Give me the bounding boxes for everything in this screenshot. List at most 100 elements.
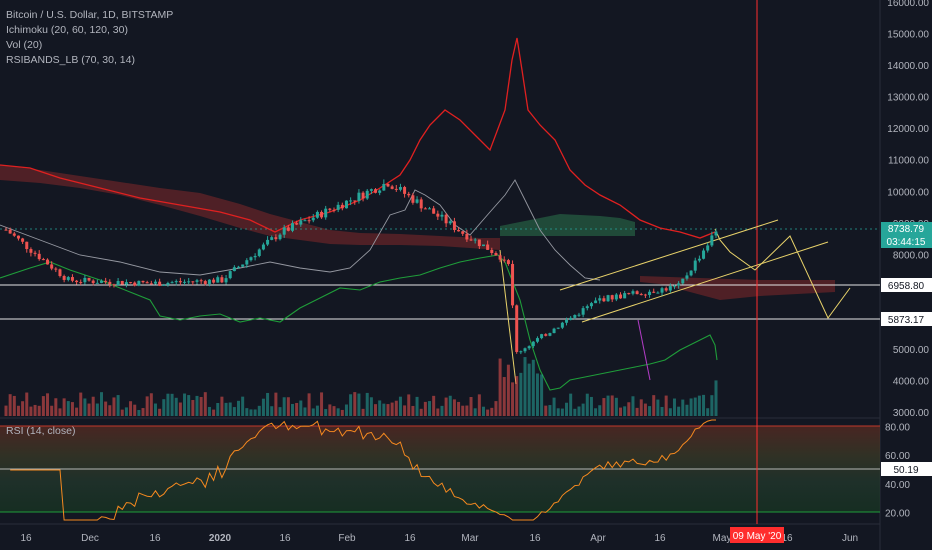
volume-bar: [108, 405, 112, 416]
candle: [266, 236, 270, 247]
volume-bar: [681, 399, 685, 416]
volume-bar: [685, 404, 689, 416]
volume-bar: [25, 392, 29, 416]
candle: [332, 207, 336, 213]
volume-bar: [183, 393, 187, 416]
candle: [50, 261, 54, 271]
time-tick-label: Apr: [590, 533, 606, 544]
candle: [87, 277, 91, 282]
candle: [245, 258, 249, 268]
volume-bar: [619, 407, 623, 416]
volume-bar: [465, 405, 469, 416]
candle: [353, 200, 357, 205]
candle: [569, 316, 573, 321]
volume-bar: [369, 397, 373, 416]
candle: [75, 279, 79, 285]
volume-bar: [178, 402, 182, 416]
forecast-path: [714, 228, 851, 319]
volume-bar: [299, 400, 303, 416]
rsi-axis[interactable]: 20.00 40.00 60.00 80.00: [885, 423, 910, 520]
candle: [199, 278, 203, 285]
candle: [162, 283, 166, 286]
volume-bar: [490, 407, 494, 416]
volume-bars: [4, 357, 718, 416]
candle: [357, 189, 361, 204]
volume-bar: [270, 406, 274, 416]
rsi-tick-label: 40.00: [885, 480, 910, 491]
candle: [535, 336, 539, 344]
candle: [602, 295, 606, 303]
volume-bar: [448, 395, 452, 416]
volume-bar: [212, 409, 216, 416]
candle: [270, 235, 274, 241]
volume-bar: [303, 407, 307, 416]
volume-bar: [552, 397, 556, 416]
candle: [664, 286, 668, 292]
time-axis[interactable]: 16 Dec 16 2020 16 Feb 16 Mar 16 Apr 16 May 16 Jun: [20, 533, 858, 544]
candle: [556, 327, 560, 330]
candle: [710, 231, 714, 248]
indicator-rsibands[interactable]: RSIBANDS_LB (70, 30, 14): [6, 54, 135, 66]
time-tick-label: 2020: [209, 533, 232, 544]
volume-bar: [66, 401, 70, 416]
volume-bar: [195, 395, 199, 416]
candle: [166, 281, 170, 287]
candle: [606, 294, 610, 302]
candle: [382, 179, 386, 191]
indicator-volume[interactable]: Vol (20): [6, 39, 43, 51]
candle: [336, 201, 340, 213]
candle: [158, 278, 162, 287]
candle: [619, 292, 623, 299]
price-tick-label: 13000.00: [887, 93, 929, 104]
ichimoku-cloud: [0, 165, 835, 300]
volume-bar: [349, 394, 353, 416]
volume-bar: [282, 397, 286, 416]
candle: [62, 274, 66, 283]
candle: [581, 305, 585, 318]
volume-bar: [340, 409, 344, 416]
price-tick-label: 16000.00: [887, 0, 929, 9]
volume-bar: [697, 395, 701, 416]
candle: [378, 189, 382, 196]
candle: [639, 292, 643, 296]
candle: [340, 202, 344, 211]
symbol-title[interactable]: Bitcoin / U.S. Dollar, 1D, BITSTAMP: [6, 9, 174, 21]
volume-bar: [286, 397, 290, 416]
volume-bar: [486, 409, 490, 416]
volume-bar: [41, 396, 45, 416]
candle: [25, 241, 29, 253]
volume-bar: [237, 400, 241, 416]
volume-bar: [411, 405, 415, 416]
volume-bar: [253, 409, 257, 416]
candle: [511, 260, 515, 309]
price-axis[interactable]: 3000.004000.005000.006000.007000.008000.…: [887, 0, 929, 419]
projection-drawings: [499, 219, 851, 385]
candle: [685, 272, 689, 281]
time-tick-label: 16: [149, 533, 161, 544]
candle: [141, 280, 145, 284]
candle: [552, 327, 556, 334]
candle: [290, 220, 294, 233]
candle: [191, 281, 195, 286]
ichimoku-conversion-line: [0, 37, 716, 239]
volume-bar: [461, 405, 465, 416]
volume-bar: [573, 408, 577, 416]
candles: [4, 179, 718, 355]
candle: [187, 277, 191, 285]
price-tick-label: 3000.00: [893, 408, 930, 419]
price-tick-label: 15000.00: [887, 30, 929, 41]
volume-bar: [91, 396, 95, 416]
candle: [374, 188, 378, 194]
rsi-pane-title[interactable]: RSI (14, close): [6, 425, 76, 437]
candle: [419, 197, 423, 212]
last-price-value: 8738.79: [888, 224, 925, 235]
candle: [610, 294, 614, 303]
volume-bar: [324, 409, 328, 416]
candle: [428, 206, 432, 210]
time-tick-label: Jun: [842, 533, 858, 544]
candle: [560, 321, 564, 330]
volume-bar: [228, 402, 232, 416]
ichimoku-lagging-span: [0, 254, 718, 391]
indicator-ichimoku[interactable]: Ichimoku (20, 60, 120, 30): [6, 24, 128, 36]
